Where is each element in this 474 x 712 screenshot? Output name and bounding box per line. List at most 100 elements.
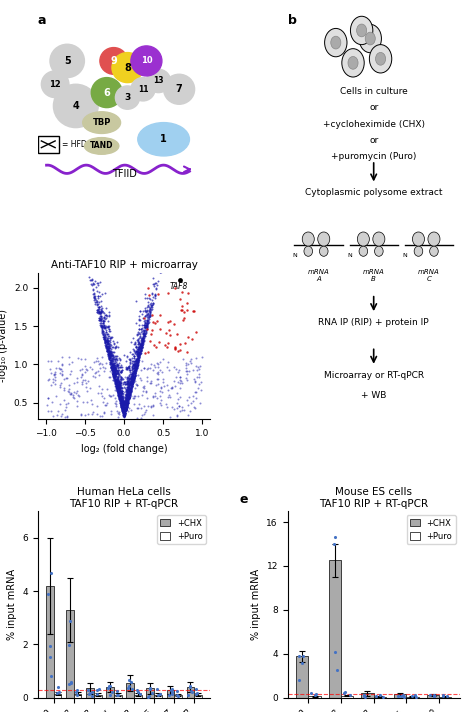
Bar bbox=[54, 693, 62, 698]
Point bbox=[98, 322, 106, 333]
Point bbox=[135, 336, 142, 347]
Point bbox=[105, 350, 112, 361]
Point bbox=[135, 310, 143, 322]
Point bbox=[106, 357, 114, 368]
Point bbox=[102, 341, 110, 352]
Point bbox=[146, 312, 153, 323]
Point bbox=[146, 310, 154, 322]
Point bbox=[110, 365, 118, 377]
Point bbox=[131, 360, 139, 371]
Point bbox=[101, 334, 109, 345]
Point bbox=[115, 381, 122, 392]
Point bbox=[119, 404, 127, 416]
Point bbox=[123, 402, 130, 413]
Point bbox=[146, 298, 154, 309]
Point bbox=[120, 409, 128, 420]
Point bbox=[104, 349, 112, 360]
Point bbox=[107, 360, 115, 371]
Point bbox=[111, 362, 118, 374]
Point bbox=[113, 375, 120, 386]
Point bbox=[45, 355, 52, 367]
Point bbox=[130, 345, 138, 356]
Point bbox=[106, 332, 113, 343]
Point bbox=[115, 386, 122, 397]
Point bbox=[100, 406, 108, 417]
Bar bbox=[296, 656, 309, 698]
Point bbox=[107, 342, 114, 353]
Point bbox=[134, 356, 141, 367]
Point bbox=[123, 362, 130, 373]
Point bbox=[157, 266, 164, 277]
Point bbox=[124, 395, 131, 407]
Point bbox=[140, 382, 147, 393]
Point bbox=[170, 375, 177, 387]
Point bbox=[115, 368, 122, 379]
Point bbox=[115, 391, 123, 402]
Point bbox=[63, 372, 71, 384]
Point bbox=[140, 334, 147, 345]
Point bbox=[109, 363, 116, 375]
Point bbox=[100, 330, 108, 341]
Point bbox=[184, 410, 192, 422]
Point bbox=[147, 300, 155, 311]
Point bbox=[180, 404, 188, 415]
Point bbox=[101, 336, 109, 347]
Point bbox=[112, 367, 120, 379]
Point bbox=[100, 332, 108, 343]
Point bbox=[132, 342, 140, 353]
Point bbox=[116, 382, 124, 394]
Point bbox=[109, 346, 116, 357]
Point bbox=[180, 306, 188, 318]
Point bbox=[171, 208, 178, 219]
Point bbox=[106, 365, 114, 377]
Point bbox=[141, 310, 149, 322]
Point bbox=[78, 379, 86, 390]
Point bbox=[156, 397, 164, 408]
Point bbox=[179, 353, 186, 365]
Point bbox=[117, 379, 125, 391]
Point bbox=[144, 318, 151, 330]
Point bbox=[154, 261, 161, 273]
Point bbox=[107, 356, 114, 367]
Point bbox=[117, 373, 124, 384]
Point bbox=[56, 379, 64, 390]
Point bbox=[102, 340, 110, 352]
Point bbox=[110, 360, 118, 371]
Point bbox=[121, 395, 129, 407]
Point bbox=[90, 291, 97, 303]
Point bbox=[124, 382, 131, 393]
Point bbox=[131, 367, 138, 378]
Point bbox=[111, 380, 118, 392]
Point bbox=[137, 305, 144, 317]
Point bbox=[117, 398, 125, 409]
Point bbox=[147, 377, 155, 389]
Point bbox=[133, 350, 141, 362]
Point bbox=[95, 359, 103, 370]
Point bbox=[145, 691, 152, 703]
Point bbox=[129, 375, 137, 386]
Point bbox=[112, 360, 119, 371]
Point bbox=[113, 366, 121, 377]
Point bbox=[99, 318, 107, 329]
Point bbox=[139, 335, 146, 347]
Point bbox=[127, 382, 134, 394]
Point bbox=[114, 389, 122, 400]
Text: 3: 3 bbox=[124, 93, 130, 102]
Point bbox=[114, 366, 122, 377]
Point bbox=[145, 346, 152, 357]
Point bbox=[105, 353, 113, 365]
Point bbox=[145, 299, 152, 310]
Point bbox=[104, 345, 111, 357]
Point bbox=[112, 392, 119, 404]
Point bbox=[115, 377, 122, 388]
Point bbox=[105, 330, 112, 341]
Point bbox=[142, 305, 150, 317]
Point bbox=[130, 365, 137, 377]
Point bbox=[124, 382, 131, 394]
Point bbox=[143, 310, 150, 321]
Point bbox=[119, 401, 127, 412]
Point bbox=[106, 348, 114, 360]
Point bbox=[138, 322, 146, 333]
Point bbox=[94, 279, 101, 290]
Point bbox=[121, 407, 129, 419]
